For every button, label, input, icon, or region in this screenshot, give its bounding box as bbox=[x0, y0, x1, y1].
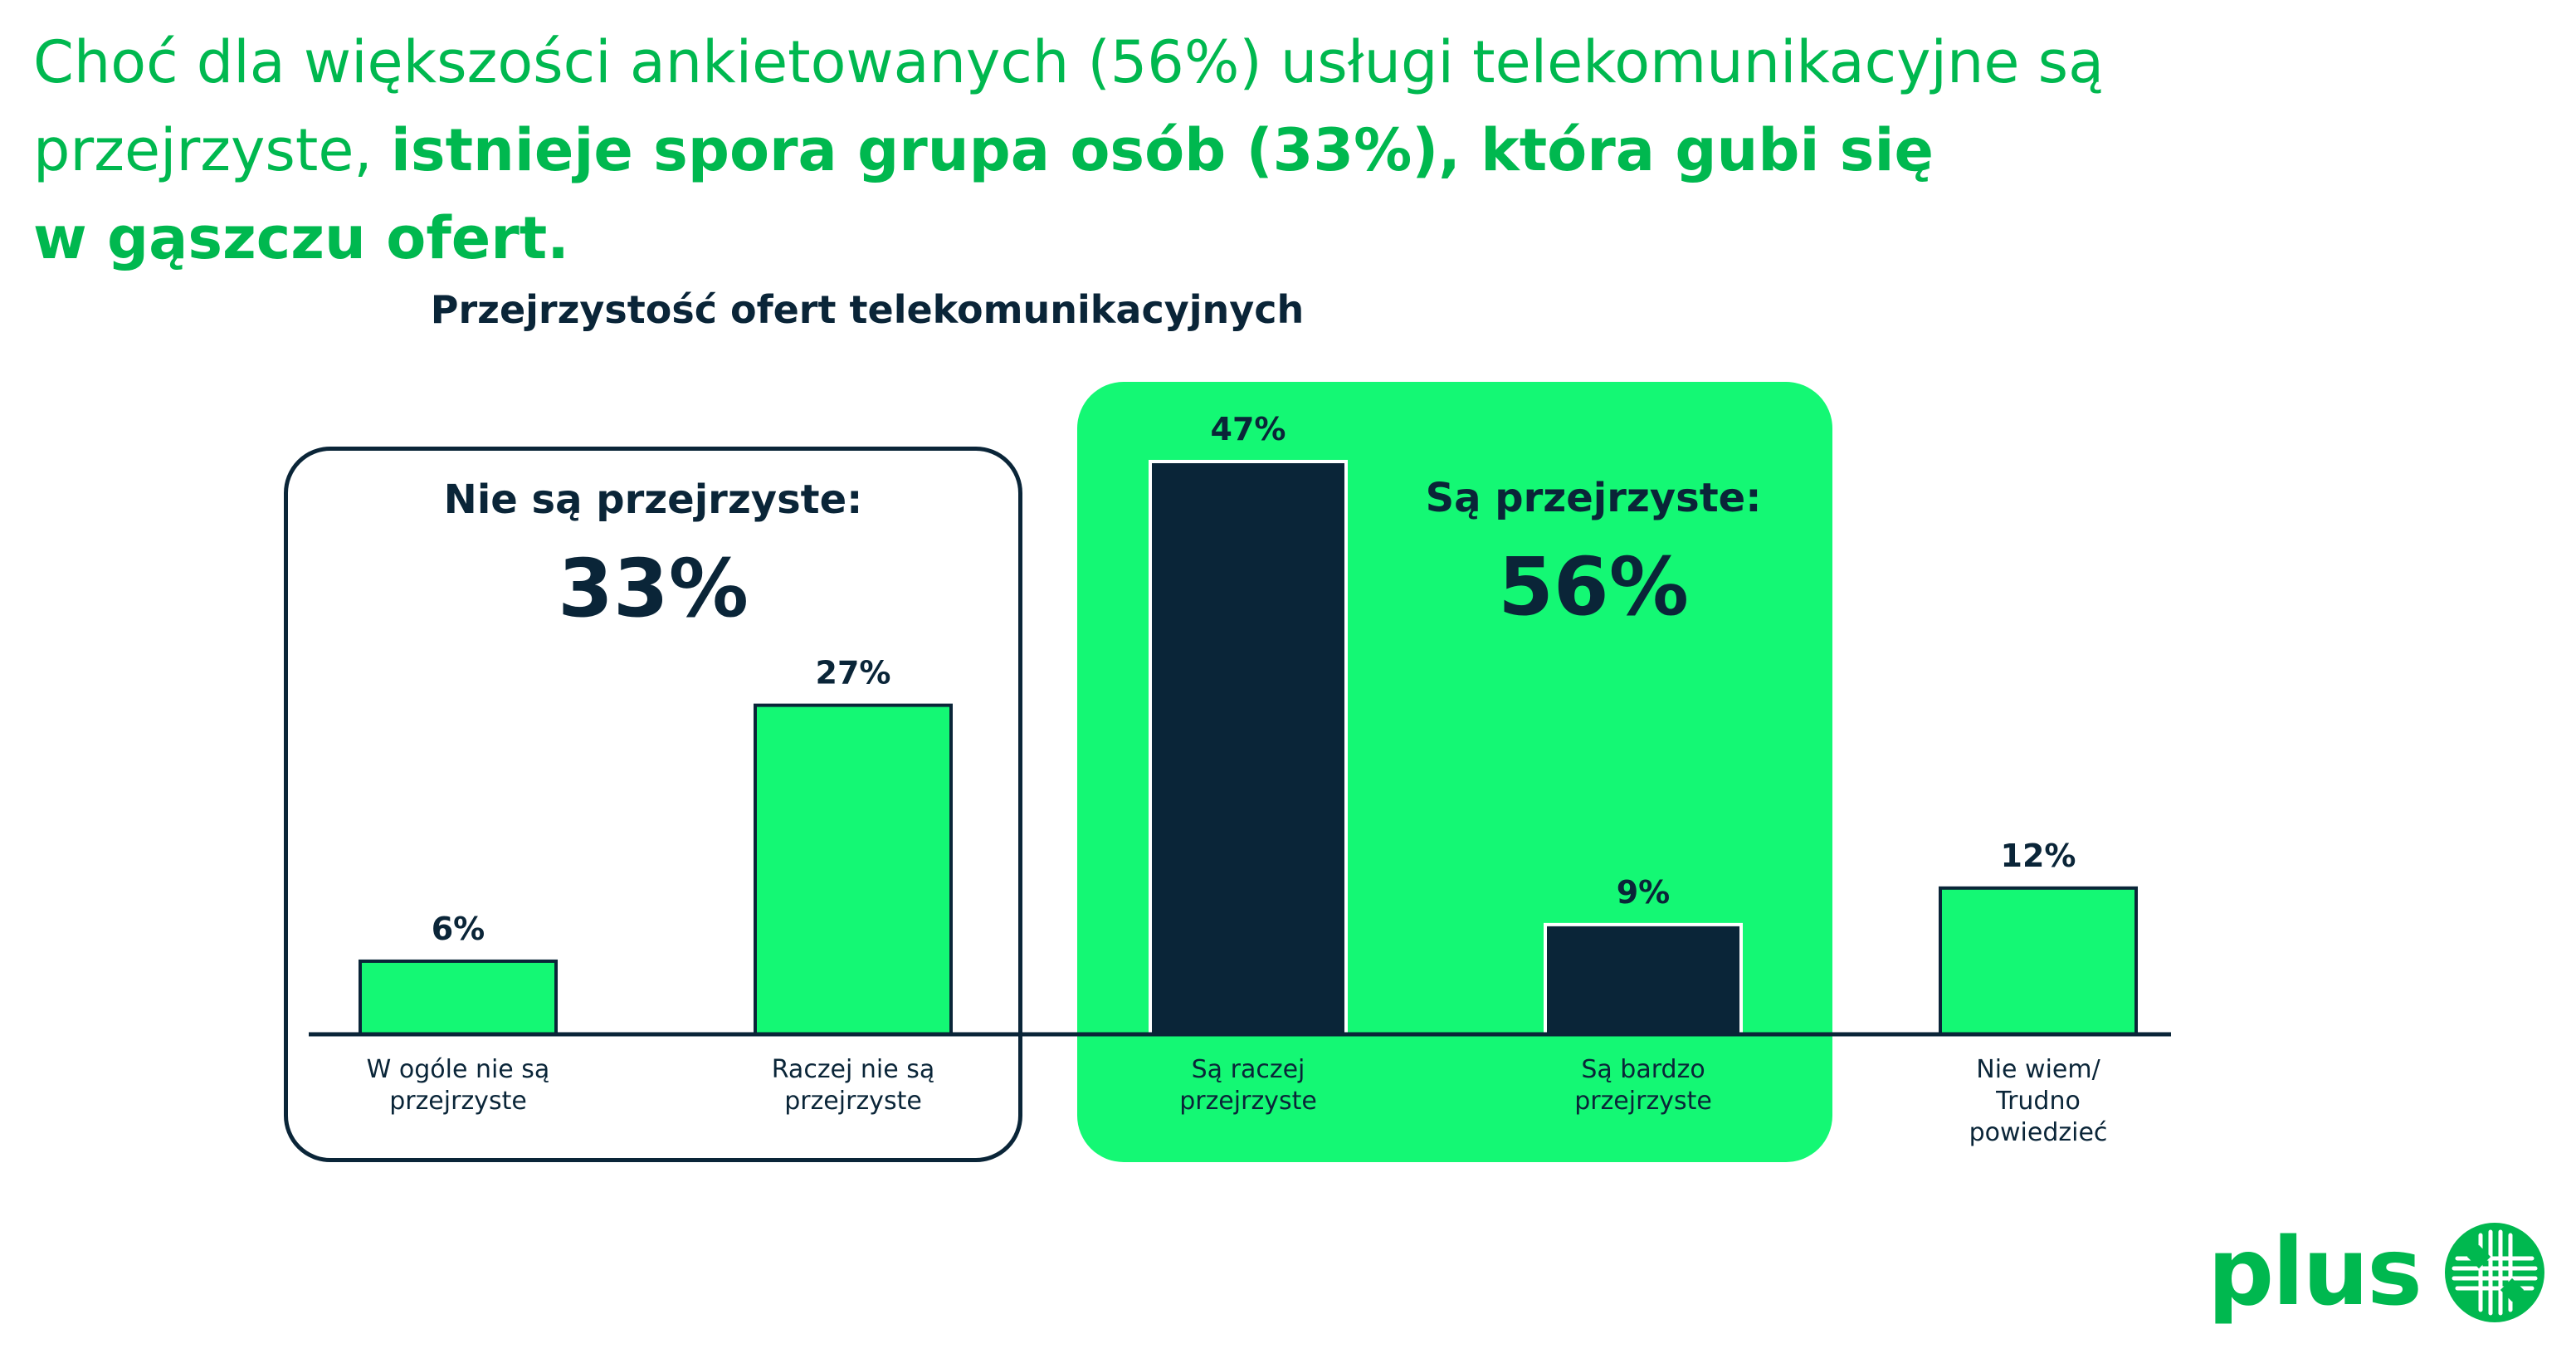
category-label-3: Są bardzo przejrzyste bbox=[1574, 1055, 1712, 1116]
bar-3 bbox=[1544, 922, 1743, 1036]
data-label-3: 9% bbox=[1617, 874, 1671, 911]
group-value-transparent: 56% bbox=[1498, 540, 1689, 633]
logo-text: plus bbox=[2208, 1219, 2422, 1326]
data-label-2: 47% bbox=[1211, 411, 1286, 447]
headline-line-1: Choć dla większości ankietowanych (56%) … bbox=[33, 28, 2105, 96]
group-label-transparent: Są przejrzyste: 56% bbox=[1344, 473, 1842, 633]
headline: Choć dla większości ankietowanych (56%) … bbox=[33, 18, 2490, 282]
chart-title: Przejrzystość ofert telekomunikacyjnych bbox=[430, 287, 1305, 332]
data-label-0: 6% bbox=[432, 911, 485, 947]
group-box-not-transparent bbox=[284, 447, 1022, 1162]
headline-line-3: w gąszczu ofert. bbox=[33, 204, 569, 272]
group-value-not-transparent: 33% bbox=[558, 542, 749, 635]
data-label-4: 12% bbox=[2001, 838, 2076, 874]
group-label-not-transparent: Nie są przejrzyste: 33% bbox=[284, 475, 1022, 634]
plus-logo: plus bbox=[2208, 1219, 2549, 1326]
bar-4 bbox=[1939, 886, 2138, 1037]
data-label-1: 27% bbox=[816, 655, 891, 691]
bar-2 bbox=[1149, 460, 1348, 1036]
headline-line-2-regular: przejrzyste, bbox=[33, 116, 391, 184]
category-label-1: Raczej nie są przejrzyste bbox=[772, 1055, 935, 1116]
headline-line-2-bold: istnieje spora grupa osób (33%), która g… bbox=[390, 116, 1934, 184]
bar-1 bbox=[754, 703, 953, 1036]
group-name-not-transparent: Nie są przejrzyste: bbox=[443, 476, 863, 523]
headline-line-2: przejrzyste, istnieje spora grupa osób (… bbox=[33, 106, 2490, 194]
category-label-0: W ogóle nie są przejrzyste bbox=[367, 1055, 550, 1116]
plus-logo-icon bbox=[2444, 1223, 2544, 1322]
category-label-2: Są raczej przejrzyste bbox=[1179, 1055, 1317, 1116]
group-name-transparent: Są przejrzyste: bbox=[1425, 475, 1762, 521]
bar-0 bbox=[359, 959, 558, 1037]
category-label-4: Nie wiem/Trudno powiedzieć bbox=[1969, 1055, 2108, 1147]
